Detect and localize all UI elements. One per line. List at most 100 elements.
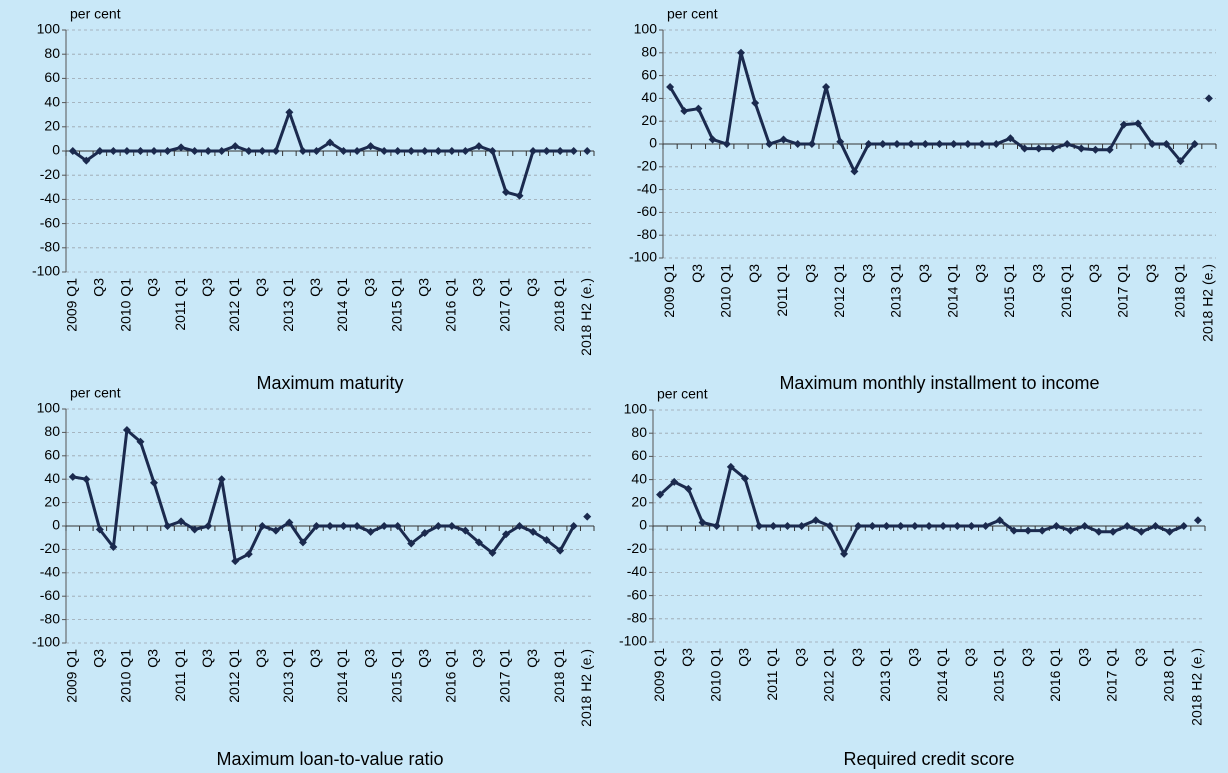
data-point xyxy=(1006,134,1015,143)
data-point xyxy=(1077,144,1086,153)
data-point xyxy=(1063,140,1072,148)
y-axis-label: per cent xyxy=(657,386,708,402)
data-point xyxy=(1048,144,1057,153)
data-point xyxy=(177,517,186,526)
x-tick-label: Q3 xyxy=(1075,648,1091,667)
data-point xyxy=(698,518,707,527)
data-point xyxy=(353,147,362,155)
data-point xyxy=(515,191,524,200)
x-tick-label: Q3 xyxy=(962,648,978,667)
y-tick-label: 60 xyxy=(44,447,60,463)
data-point xyxy=(583,512,592,521)
x-tick-label: 2018 Q1 xyxy=(551,278,567,332)
y-tick-label: 40 xyxy=(44,93,60,109)
x-tick-label: 2012 Q1 xyxy=(226,649,242,703)
data-point xyxy=(434,522,443,530)
data-point xyxy=(1094,527,1103,536)
x-tick-label: Q3 xyxy=(253,649,269,668)
data-point xyxy=(995,516,1004,525)
data-point xyxy=(366,527,375,536)
data-point xyxy=(163,522,172,530)
data-point xyxy=(339,522,348,530)
y-tick-label: 80 xyxy=(641,44,657,60)
x-tick-label: Q3 xyxy=(849,648,865,667)
x-tick-label: Q3 xyxy=(91,278,107,297)
data-point xyxy=(285,108,294,117)
data-point xyxy=(712,522,721,530)
y-tick-label: 80 xyxy=(44,45,60,61)
data-point xyxy=(793,140,802,148)
data-point xyxy=(569,522,578,530)
data-point xyxy=(807,140,816,148)
y-tick-label: -20 xyxy=(40,540,60,556)
x-tick-label: 2010 Q1 xyxy=(718,264,734,318)
data-point xyxy=(907,140,916,148)
data-point xyxy=(854,522,863,530)
data-point xyxy=(836,137,845,146)
x-tick-label: 2018 Q1 xyxy=(1171,264,1187,318)
data-point xyxy=(949,140,958,148)
data-point xyxy=(1034,144,1043,153)
x-tick-label: Q3 xyxy=(145,278,161,297)
x-tick-label: 2016 Q1 xyxy=(1058,264,1074,318)
y-tick-label: -80 xyxy=(40,239,60,255)
x-tick-label: Q3 xyxy=(361,649,377,668)
y-tick-label: -100 xyxy=(629,249,657,265)
data-point xyxy=(82,156,91,165)
data-point xyxy=(1134,119,1143,128)
data-point xyxy=(684,484,693,493)
data-point xyxy=(231,557,240,566)
data-point xyxy=(1179,522,1188,530)
data-point xyxy=(380,522,389,530)
y-tick-label: -80 xyxy=(637,226,657,242)
x-tick-label: 2011 Q1 xyxy=(764,648,780,701)
data-point xyxy=(326,522,334,530)
data-point xyxy=(896,522,905,530)
data-point xyxy=(765,140,774,148)
data-point xyxy=(868,522,877,530)
data-point xyxy=(529,527,538,536)
x-tick-label: Q3 xyxy=(906,648,922,667)
x-tick-label: 2015 Q1 xyxy=(388,278,404,332)
data-point xyxy=(967,522,976,530)
data-point xyxy=(380,147,389,155)
x-tick-label: 2018 H2 (e.) xyxy=(578,278,594,356)
data-point xyxy=(190,525,199,534)
x-tick-label: Q3 xyxy=(524,278,540,297)
series-line xyxy=(668,51,1196,173)
chart-title: Maximum monthly installment to income xyxy=(779,373,1099,393)
x-tick-label: 2014 Q1 xyxy=(334,278,350,332)
data-point xyxy=(939,522,948,530)
y-tick-label: 0 xyxy=(649,135,657,151)
y-tick-label: 100 xyxy=(37,21,61,37)
data-point xyxy=(529,147,538,155)
x-tick-label: 2017 Q1 xyxy=(497,649,513,703)
chart-title: Maximum maturity xyxy=(256,373,403,393)
data-point xyxy=(1137,527,1146,536)
x-tick-label: 2018 Q1 xyxy=(1160,648,1176,702)
data-point xyxy=(366,142,375,151)
data-point xyxy=(840,549,849,558)
data-point xyxy=(892,140,901,148)
data-point xyxy=(68,472,77,481)
data-point xyxy=(1119,120,1128,129)
x-tick-label: 2017 Q1 xyxy=(1115,264,1131,318)
series-line xyxy=(72,428,576,563)
data-point xyxy=(190,147,199,155)
data-point xyxy=(474,538,483,547)
y-axis-label: per cent xyxy=(70,385,121,401)
data-point xyxy=(1162,140,1171,148)
data-point xyxy=(542,536,551,545)
data-point xyxy=(656,490,665,499)
data-point xyxy=(271,526,280,535)
data-point xyxy=(583,147,592,155)
x-tick-label: 2010 Q1 xyxy=(118,278,134,332)
data-point xyxy=(1123,522,1132,530)
data-point xyxy=(326,138,334,147)
data-point xyxy=(755,522,764,530)
x-tick-label: 2014 Q1 xyxy=(334,649,350,703)
x-tick-label: 2011 Q1 xyxy=(172,649,188,702)
x-tick-label: 2015 Q1 xyxy=(1001,264,1017,318)
x-tick-label: 2014 Q1 xyxy=(934,648,950,702)
x-tick-label: 2013 Q1 xyxy=(280,278,296,332)
